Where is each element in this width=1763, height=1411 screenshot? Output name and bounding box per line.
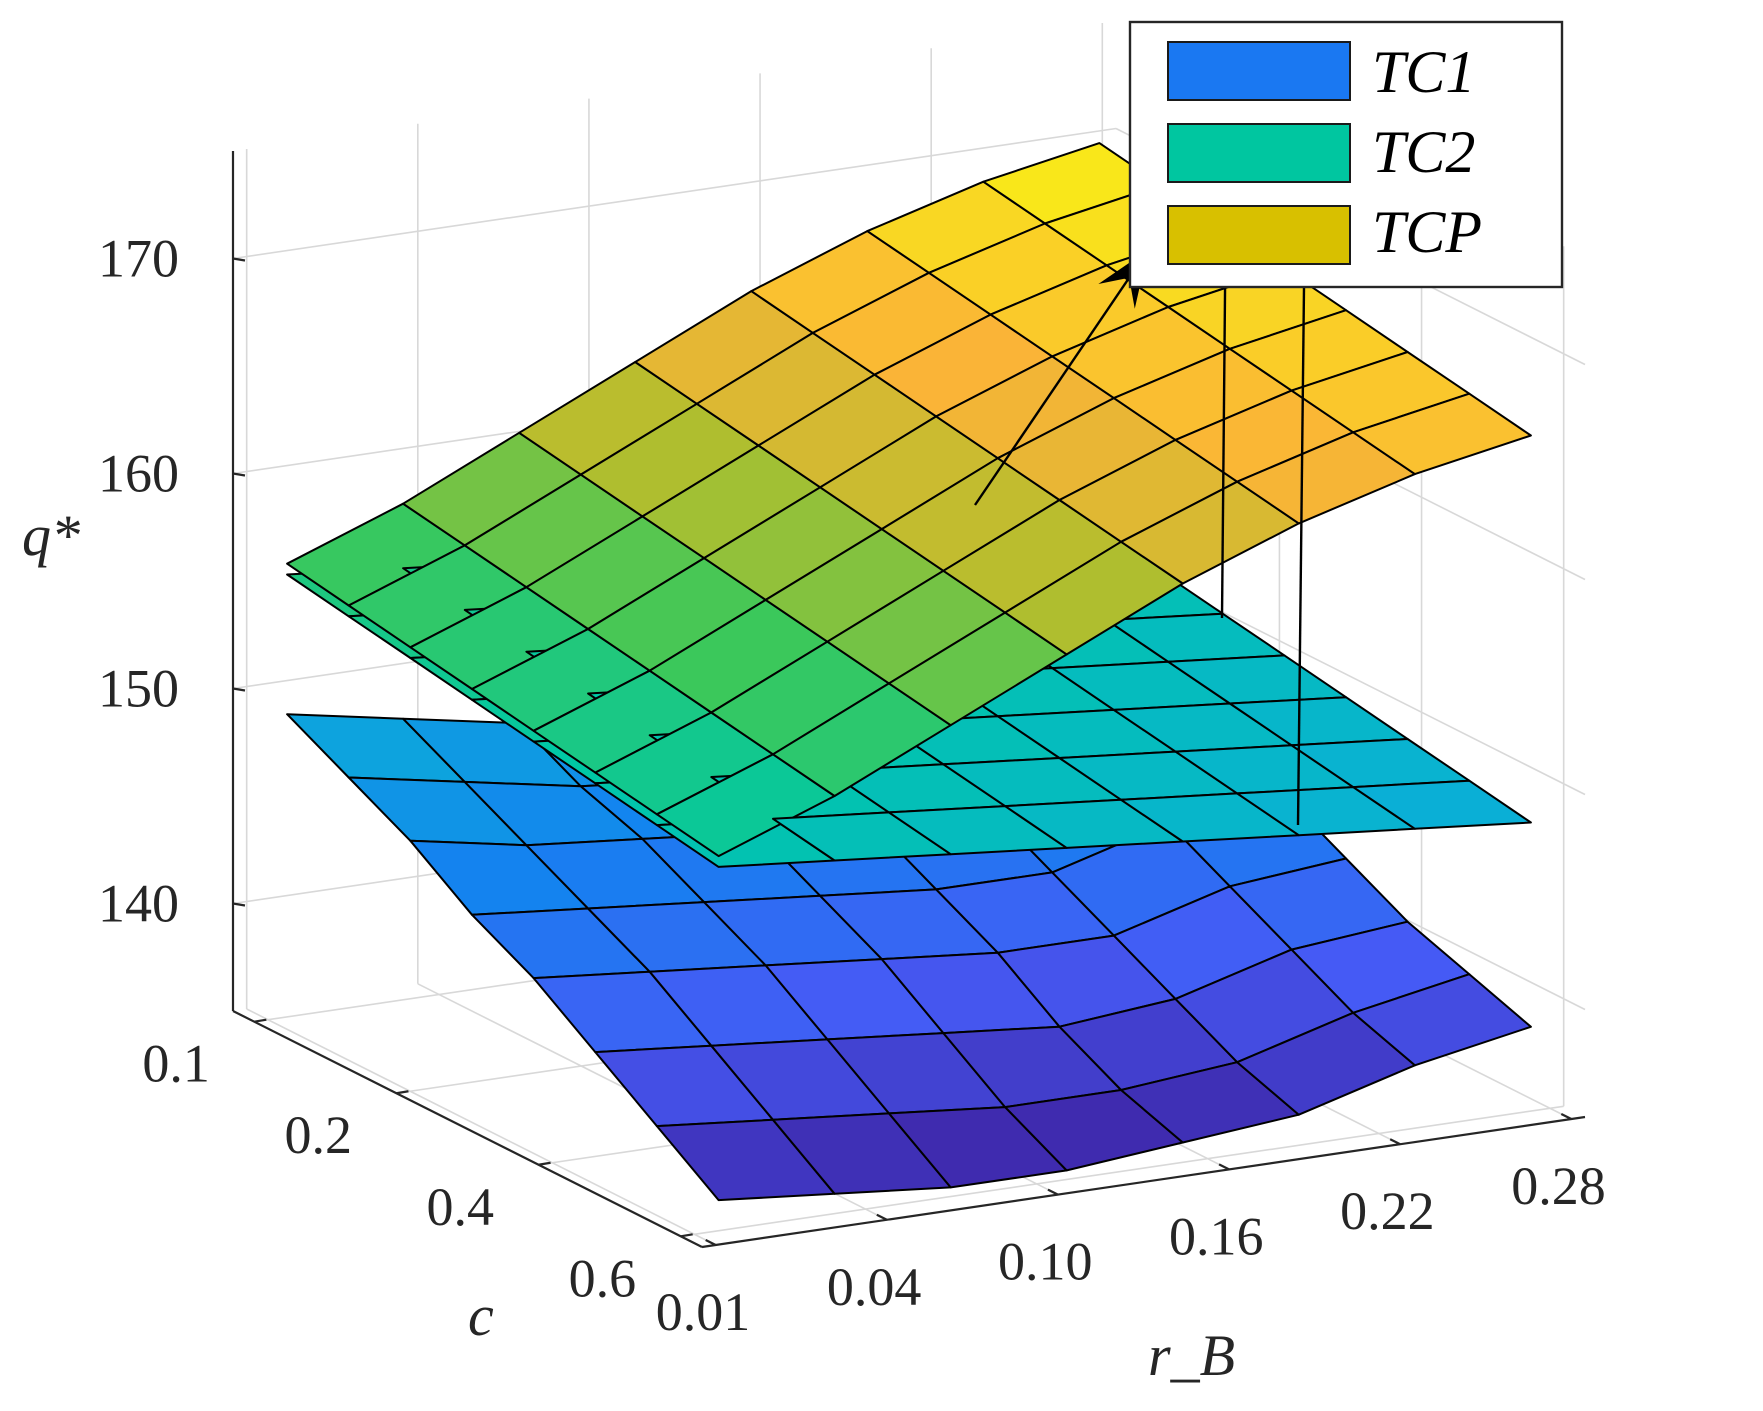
y-tick-label: 0.2	[284, 1105, 352, 1165]
surface-layer	[286, 142, 1532, 1202]
surface-cell-tc2	[1352, 779, 1532, 830]
y-tick	[396, 1090, 409, 1095]
y-tick	[680, 1233, 693, 1238]
z-tick	[232, 687, 246, 692]
x-tick-label: 0.04	[827, 1257, 922, 1317]
x-axis-label: r_B	[1148, 1323, 1235, 1388]
y-tick	[254, 1018, 267, 1023]
z-tick	[232, 902, 246, 907]
legend: TC1 TC2 TCP	[1128, 20, 1564, 289]
arrow-to-tcp	[974, 249, 1149, 506]
axis-layer: 0.01 0.04 0.10 0.16 0.22 0.28 0.1 0.2 0.4 0.6 140 1…	[98, 151, 1606, 1342]
z-tick	[232, 257, 246, 262]
legend-swatch-tc1	[1167, 41, 1351, 101]
z-tick-label: 140	[98, 874, 179, 934]
surface-cell-tc1	[1352, 973, 1532, 1067]
z-tick-label: 150	[98, 659, 179, 719]
y-tick	[538, 1161, 551, 1166]
x-tick	[1047, 1188, 1059, 1196]
x-tick	[876, 1213, 888, 1221]
x-tick	[705, 1239, 717, 1246]
x-tick-label: 0.16	[1169, 1206, 1264, 1266]
z-tick	[232, 472, 246, 477]
x-tick	[1389, 1138, 1401, 1146]
z-tick-label: 160	[98, 444, 179, 504]
floor-grid-line	[680, 1105, 1564, 1238]
back-wall-grid-line	[232, 127, 1117, 260]
x-tick-label: 0.01	[656, 1282, 751, 1342]
legend-swatch-tcp	[1167, 205, 1351, 265]
legend-label-tc1: TC1	[1372, 39, 1475, 105]
y-tick-label: 0.6	[569, 1248, 637, 1308]
y-tick-label: 0.4	[427, 1177, 495, 1237]
x-tick	[1218, 1163, 1230, 1171]
z-axis-label: q*	[22, 503, 80, 568]
legend-label-tcp: TCP	[1372, 199, 1482, 265]
z-tick-label: 170	[98, 229, 179, 289]
surface-cell-tcp	[1352, 392, 1532, 476]
x-tick-label: 0.28	[1511, 1156, 1606, 1216]
legend-swatch-tc2	[1167, 123, 1351, 183]
x-tick	[1560, 1113, 1572, 1120]
y-axis-line	[232, 1010, 703, 1248]
y-tick-label: 0.1	[142, 1034, 210, 1094]
x-axis-line	[701, 1115, 1586, 1249]
floor-grid-line	[246, 1008, 717, 1246]
x-tick-label: 0.10	[998, 1232, 1093, 1292]
x-tick-label: 0.22	[1340, 1181, 1435, 1241]
y-axis-label: c	[468, 1283, 494, 1348]
legend-label-tc2: TC2	[1372, 119, 1475, 185]
